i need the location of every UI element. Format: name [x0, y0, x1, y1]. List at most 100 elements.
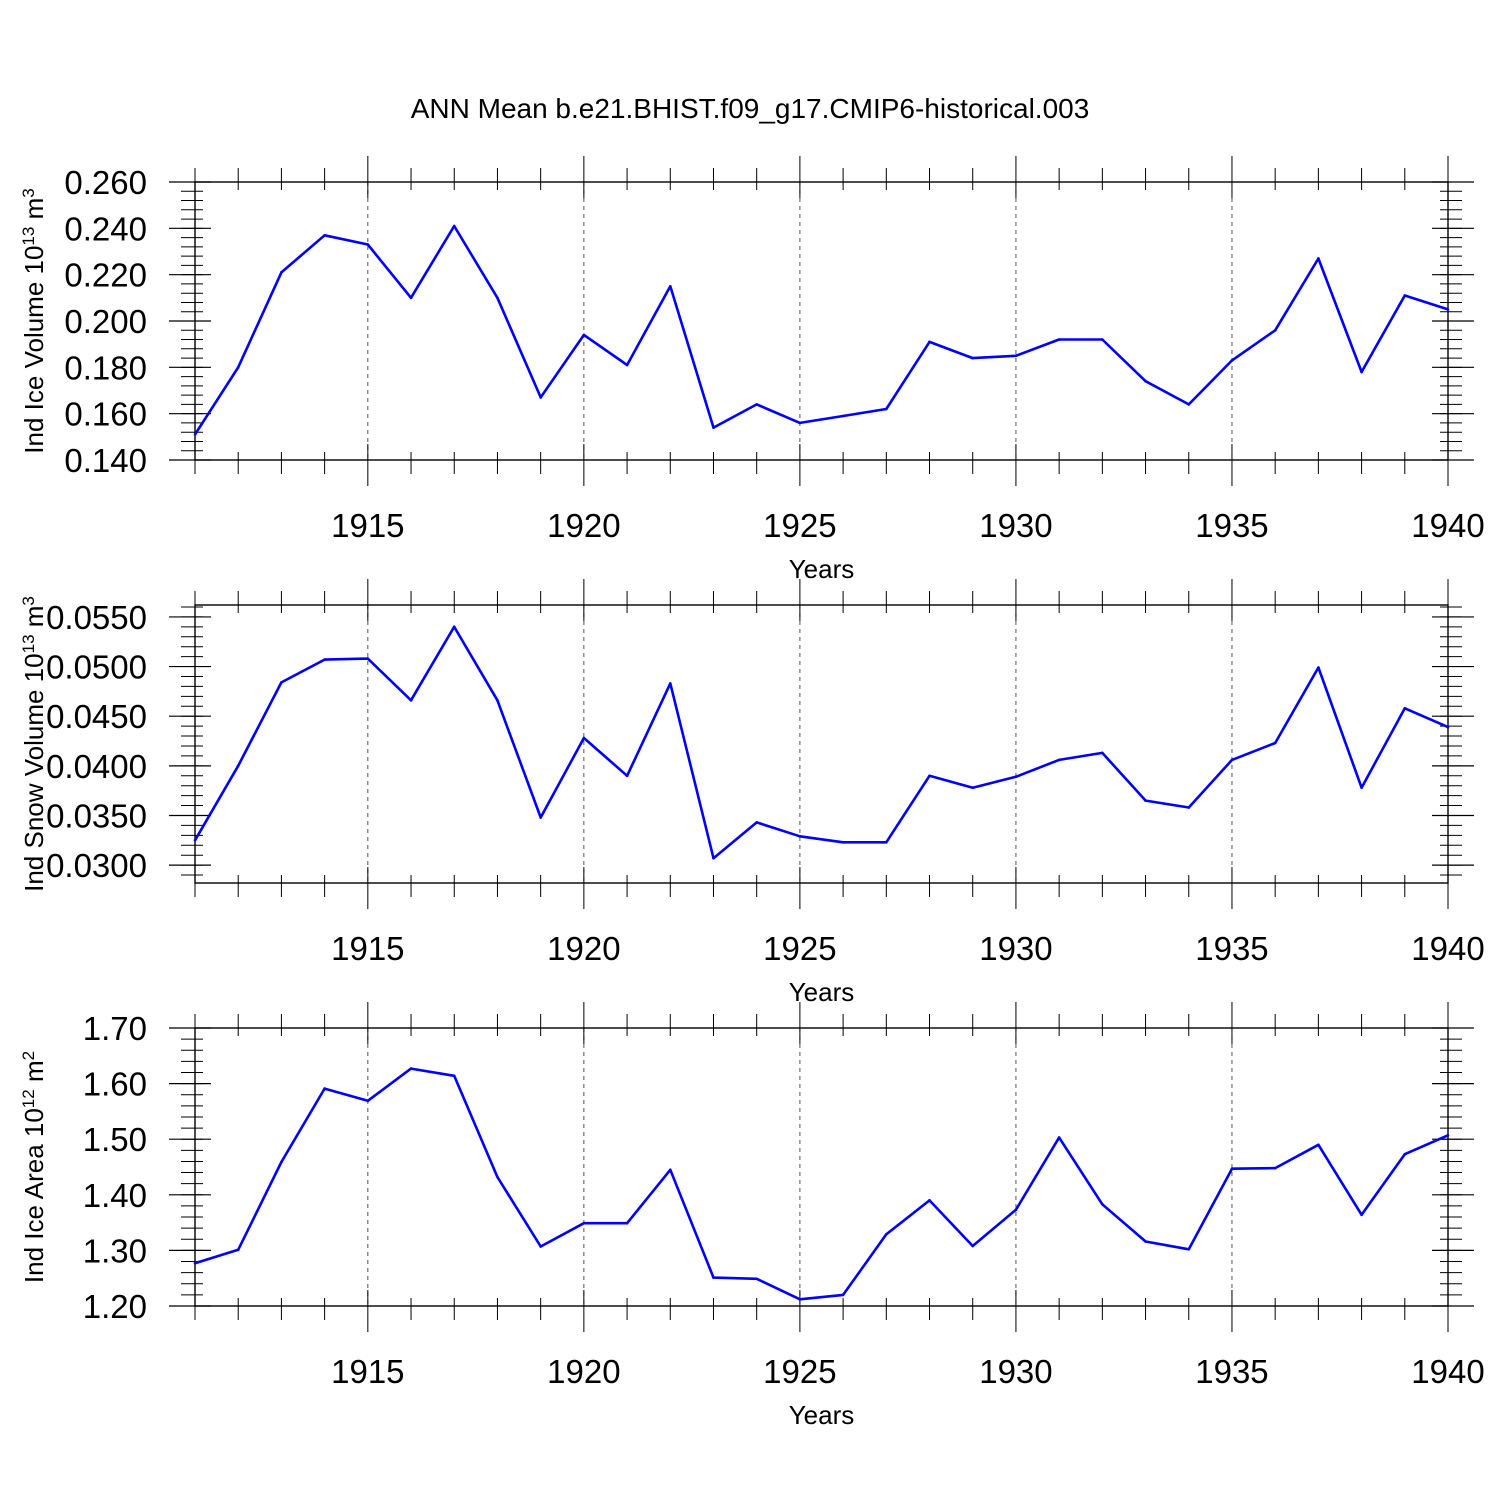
- ice-area-data-point: [1101, 1202, 1104, 1206]
- snow-volume-x-tick-label: 1920: [547, 930, 620, 967]
- ice-volume-data-point: [409, 296, 413, 300]
- ice-area-data-point: [1144, 1240, 1147, 1243]
- ice-area-data-point: [1057, 1136, 1061, 1139]
- snow-volume-x-tick-label: 1935: [1195, 930, 1268, 967]
- snow-volume-data-point: [1187, 806, 1191, 809]
- ice-volume-y-axis-label: Ind Ice Volume 1013 m3: [19, 188, 50, 453]
- ice-area-y-tick-label: 1.30: [83, 1232, 147, 1269]
- ice-volume-data-point: [1446, 308, 1450, 311]
- snow-volume-data-point: [841, 840, 845, 844]
- ice-volume-data-point: [1360, 370, 1363, 374]
- snow-volume-data-point: [1360, 786, 1363, 789]
- ice-volume-data-point: [1273, 328, 1277, 332]
- ice-volume-data-point: [1403, 294, 1407, 297]
- snow-volume-x-tick-label: 1925: [763, 930, 836, 967]
- ice-volume-data-point: [1101, 338, 1104, 341]
- snow-volume-x-tick-label: 1915: [331, 930, 404, 967]
- ice-volume-y-tick-label: 0.180: [64, 349, 147, 386]
- ice-volume-data-point: [1014, 354, 1018, 358]
- snow-volume-x-axis-label: Years: [789, 977, 855, 1007]
- snow-volume-data-point: [885, 840, 888, 844]
- ice-volume-x-tick-label: 1920: [547, 507, 620, 544]
- snow-volume-y-tick-label: 0.0350: [46, 797, 147, 834]
- ice-area-data-point: [582, 1221, 586, 1225]
- snow-volume-x-tick-label: 1940: [1411, 930, 1484, 967]
- ice-volume-data-point: [366, 243, 370, 246]
- ice-volume-x-tick-label: 1935: [1195, 507, 1268, 544]
- ice-area-data-point: [1230, 1167, 1234, 1170]
- snow-volume-data-point: [1403, 706, 1407, 710]
- snow-volume-y-tick-label: 0.0500: [46, 649, 147, 686]
- ice-area-x-tick-label: 1940: [1411, 1353, 1484, 1390]
- snow-volume-data-point: [1014, 775, 1018, 779]
- snow-volume-data-point: [928, 774, 931, 778]
- snow-volume-y-tick-label: 0.0550: [46, 599, 147, 636]
- ice-volume-data-point: [928, 340, 931, 344]
- ice-area-y-axis-label: Ind Ice Area 1012 m2: [19, 1051, 50, 1283]
- snow-volume-y-tick-label: 0.0450: [46, 698, 147, 735]
- snow-volume-data-point: [280, 681, 283, 684]
- ice-volume-data-point: [280, 271, 283, 274]
- ice-volume-data-point: [668, 284, 672, 288]
- snow-volume-x-tick-label: 1930: [979, 930, 1052, 967]
- ice-volume-y-tick-label: 0.200: [64, 303, 147, 340]
- ice-area-plot-frame: [194, 1027, 1449, 1307]
- ice-area-data-point: [971, 1244, 975, 1248]
- ice-volume-data-point: [452, 224, 456, 228]
- ice-area-data-point: [712, 1276, 715, 1279]
- snow-volume-plot-frame: [194, 604, 1449, 884]
- ice-volume-data-point: [1144, 379, 1147, 383]
- ice-volume-data-point: [971, 356, 975, 360]
- ice-area-y-tick-label: 1.20: [83, 1288, 147, 1325]
- ice-volume-x-tick-label: 1925: [763, 507, 836, 544]
- ice-volume-data-point: [323, 233, 326, 237]
- ice-area-data-point: [323, 1087, 326, 1090]
- ice-area-data-point: [1014, 1208, 1018, 1212]
- snow-volume-y-tick-label: 0.0400: [46, 748, 147, 785]
- ice-volume-x-axis-label: Years: [789, 554, 855, 584]
- snow-volume-data-point: [712, 856, 715, 860]
- ice-area-data-point: [236, 1248, 240, 1252]
- ice-area-y-tick-label: 1.60: [83, 1066, 147, 1103]
- ice-volume-data-point: [625, 363, 629, 367]
- ice-area-x-tick-label: 1930: [979, 1353, 1052, 1390]
- snow-volume-data-point: [668, 682, 672, 685]
- snow-volume-data-point: [193, 839, 197, 842]
- snow-volume-data-point: [452, 625, 456, 629]
- snow-volume-data-point: [1317, 666, 1320, 669]
- ice-area-x-tick-label: 1935: [1195, 1353, 1268, 1390]
- ice-volume-data-point: [539, 396, 542, 399]
- ice-area-x-tick-label: 1920: [547, 1353, 620, 1390]
- ice-area-x-tick-label: 1915: [331, 1353, 404, 1390]
- snow-volume-data-point: [539, 816, 542, 819]
- ice-volume-series-line: [193, 224, 1449, 436]
- ice-area-data-point: [1446, 1134, 1450, 1137]
- snow-volume-data-point: [798, 835, 802, 838]
- ice-volume-data-point: [1230, 359, 1234, 362]
- ice-area-data-point: [798, 1298, 802, 1301]
- ice-area-data-point: [928, 1199, 931, 1202]
- ice-area-data-point: [1403, 1152, 1407, 1156]
- ice-volume-x-tick-label: 1940: [1411, 507, 1484, 544]
- ice-area-data-point: [1317, 1143, 1320, 1147]
- ice-area-data-point: [885, 1232, 888, 1236]
- ice-area-data-point: [1273, 1166, 1277, 1170]
- ice-volume-data-point: [712, 426, 715, 429]
- snow-volume-data-point: [1273, 741, 1277, 745]
- snow-volume-data-point: [1101, 751, 1104, 755]
- ice-area-data-point: [755, 1277, 758, 1281]
- snow-volume-data-point: [1057, 758, 1061, 762]
- ice-volume-y-tick-label: 0.260: [64, 164, 147, 201]
- snow-volume-y-tick-label: 0.0300: [46, 847, 147, 884]
- snow-volume-y-axis-label: Ind Snow Volume 1013 m3: [19, 596, 50, 892]
- ice-area-y-tick-label: 1.50: [83, 1121, 147, 1158]
- ice-area-series-line: [194, 1067, 1449, 1301]
- ice-volume-y-tick-label: 0.220: [64, 257, 147, 294]
- ice-volume-data-point: [798, 421, 802, 425]
- ice-volume-x-tick-label: 1930: [979, 507, 1052, 544]
- ice-area-data-point: [193, 1261, 197, 1265]
- ice-area-y-tick-label: 1.40: [83, 1177, 147, 1214]
- ice-area-data-point: [1187, 1247, 1191, 1251]
- ice-area-data-point: [539, 1245, 542, 1248]
